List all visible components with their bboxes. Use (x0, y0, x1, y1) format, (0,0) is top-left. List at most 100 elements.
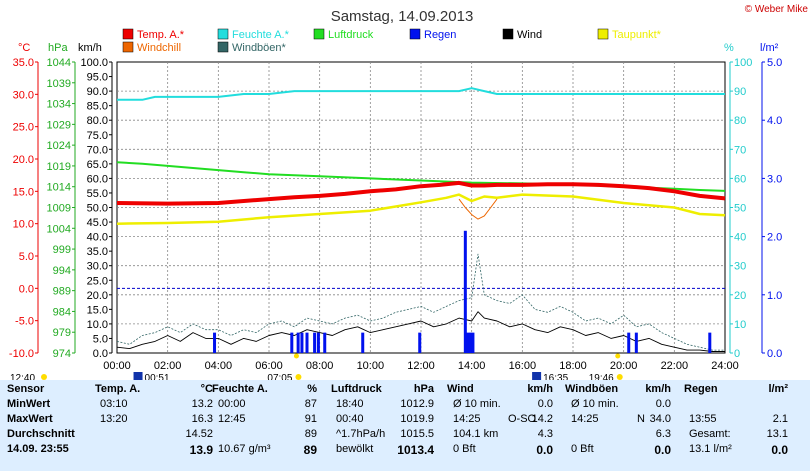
wind-time: Ø 10 min. (453, 398, 501, 410)
wind-tick-label: 50.0 (87, 203, 108, 215)
temp-value: 13.2 (191, 398, 213, 410)
gust-time: 14:25 (571, 413, 599, 425)
humidity-time: 10.67 g/m³ (218, 443, 271, 455)
humidity-tick-label: 50 (734, 203, 746, 215)
col-header: Windböen (565, 383, 619, 395)
legend-swatch (502, 28, 514, 40)
legend-label: Feuchte A.* (232, 29, 290, 41)
humidity-value: 89 (304, 428, 317, 440)
rain-bar (471, 332, 475, 353)
humidity-value: 87 (304, 398, 317, 410)
moonset-text: 00:51 (145, 373, 170, 380)
humidity-tick-label: 70 (734, 144, 746, 156)
x-tick-label: 14:00 (458, 360, 486, 372)
wind-value: 0.0 (537, 398, 553, 410)
temp-time: 03:10 (100, 398, 128, 410)
x-tick-label: 22:00 (661, 360, 689, 372)
humidity-tick-label: 90 (734, 86, 746, 98)
legend-label: Luftdruck (328, 29, 374, 41)
temp-tick-label: 15.0 (13, 186, 34, 198)
wind-value: 4.3 (537, 428, 553, 440)
sun-icon (295, 374, 302, 380)
pressure-tick-label: 989 (53, 286, 71, 298)
pressure-tick-label: 999 (53, 244, 71, 256)
col-header: Sensor (7, 383, 45, 395)
rain-bar (627, 332, 631, 353)
rain-bar (708, 332, 712, 353)
rain-tick-label: 2.0 (767, 232, 782, 244)
humidity-time: 12:45 (218, 413, 246, 425)
rain-bar (418, 332, 422, 353)
col-header: % (307, 383, 317, 395)
temp-tick-label: -5.0 (15, 316, 34, 328)
pressure-tick-label: 1039 (47, 78, 71, 90)
rain-tick-label: 1.0 (767, 290, 782, 302)
rain-bar (296, 332, 300, 353)
pressure-tick-label: 1029 (47, 119, 71, 131)
sun-icon (616, 374, 623, 380)
x-tick-label: 00:00 (103, 360, 131, 372)
wind-value: 14.2 (531, 413, 553, 425)
wind-tick-label: 20.0 (87, 290, 108, 302)
humidity-value: 89 (303, 443, 317, 457)
rain-unit: l/m² (760, 42, 779, 54)
axes: -10.0 -5.0 0.0 5.0 10.0 15.0 20.0 25.0 30.0 35.0 9… (9, 57, 782, 372)
copyright-text: © Weber Mike (745, 4, 809, 15)
pressure-value: 1015.5 (400, 428, 434, 440)
wind-tick-label: 5.0 (93, 333, 108, 345)
rain-value: 13.1 (766, 428, 788, 440)
col-header: Luftdruck (331, 383, 382, 395)
pressure-time: 00:40 (336, 413, 364, 425)
pressure-value: 1012.9 (400, 398, 434, 410)
temp-tick-label: 10.0 (13, 219, 34, 231)
sun-icon (41, 374, 47, 380)
humidity-tick-label: 0 (734, 348, 740, 360)
sunset-marker (615, 353, 621, 359)
legend: Temp. A.* Feuchte A.* Luftdruck Regen Wind Ta… (122, 28, 662, 54)
rain-tick-label: 5.0 (767, 57, 782, 69)
pressure-unit: hPa (48, 42, 68, 54)
rain-bar (466, 332, 470, 353)
wind-tick-label: 10.0 (87, 319, 108, 331)
col-header: Feuchte A. (212, 383, 268, 395)
wind-tick-label: 90.0 (87, 86, 108, 98)
legend-label: Taupunkt* (612, 29, 662, 41)
wind-tick-label: 100.0 (80, 57, 108, 69)
windchill-line (458, 198, 498, 220)
wind-tick-label: 60.0 (87, 173, 108, 185)
rain-bar (316, 332, 320, 353)
wind-tick-label: 55.0 (87, 188, 108, 200)
weather-chart: Samstag, 14.09.2013 © Weber Mike Temp. A… (9, 4, 809, 380)
gust-value: 34.0 (649, 413, 671, 425)
col-header: Wind (447, 383, 474, 395)
rain-bar (313, 332, 317, 353)
daylength-text: 12:40 (10, 373, 35, 380)
pressure-tick-label: 974 (53, 348, 71, 360)
temp-tick-label: 30.0 (13, 89, 34, 101)
pressure-tick-label: 984 (53, 306, 71, 318)
wind-tick-label: 0.0 (93, 348, 108, 360)
legend-swatch (313, 28, 325, 40)
pressure-time: bewölkt (336, 443, 374, 455)
wind-tick-label: 25.0 (87, 275, 108, 287)
humidity-time: 00:00 (218, 398, 246, 410)
gust-value: 6.3 (655, 428, 671, 440)
humidity-value: 91 (304, 413, 317, 425)
chart-title: Samstag, 14.09.2013 (331, 8, 474, 25)
gust-line (116, 253, 725, 351)
temp-line (116, 180, 726, 206)
wind-tick-label: 95.0 (87, 72, 108, 84)
rain-value: 0.0 (771, 443, 788, 457)
rain-bar (323, 332, 327, 353)
pressure-tick-label: 1009 (47, 203, 71, 215)
rain-bar (463, 230, 467, 353)
col-header: Temp. A. (95, 383, 141, 395)
wind-time: 0 Bft (453, 443, 476, 455)
pressure-value: 1019.9 (400, 413, 434, 425)
legend-swatch (122, 41, 134, 53)
humidity-tick-label: 30 (734, 261, 746, 273)
temp-value: 13.9 (189, 443, 213, 457)
row-label: Durchschnitt (7, 428, 75, 440)
pressure-tick-label: 1044 (47, 57, 71, 69)
col-header: hPa (413, 383, 434, 395)
